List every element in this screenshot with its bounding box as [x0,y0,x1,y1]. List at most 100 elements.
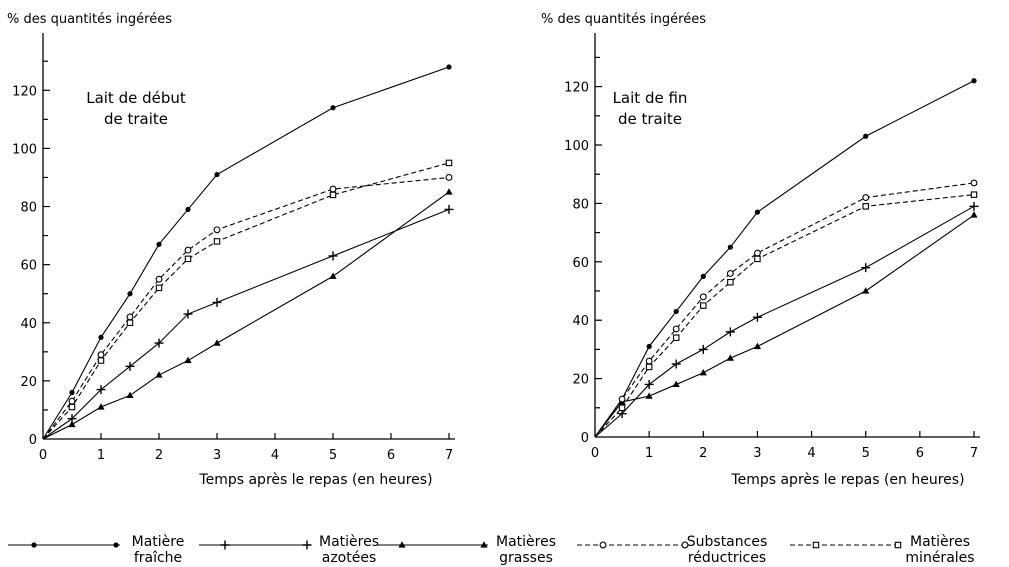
panel-1-series-matieres-minerales-point [97,357,105,364]
panel-1-series-matieres-grasses-point [184,356,192,364]
panel-2-x-tick-label: 2 [699,446,707,461]
panel-1-series-matiere-fraiche-point [330,105,336,111]
legend-item-matieres-grasses-label-line2: grasses [499,550,553,566]
panel-1-y-tick-label: 20 [20,375,37,390]
panel-2-series-matiere-fraiche-point [754,209,761,215]
panel-1-series-substances-reductrices-point [445,174,453,181]
panel-1-series-matieres-minerales [42,159,453,440]
panel-1-series-substances-reductrices-line [42,176,450,440]
panel-1-series-substances-reductrices-point [126,313,134,321]
panel-1-series-matieres-minerales-point [68,403,76,411]
legend-item-matiere-fraiche-label-line2: fraîche [134,550,182,566]
panel-1-x-tick-label: 6 [387,448,395,463]
panel-1-series-matieres-grasses-point [68,420,76,428]
panel-2-series-matiere-fraiche-point [727,244,733,250]
panel-2-series-matieres-grasses-point [753,342,762,350]
panel-1-series-matieres-minerales-point [445,159,453,167]
legend-item-matiere-fraiche-label-line1: Matière [132,534,185,550]
panel-2-series-matieres-minerales-point [970,191,978,198]
legend-item-matieres-minerales-label-line2: minérales [905,550,974,566]
panel-1-series-matieres-grasses-point [445,188,453,195]
panel-2-y-tick-label: 0 [581,431,589,446]
legend-item-matieres-azotees-label-line1: Matières [319,534,379,550]
panel-2-series-matieres-azotees-point [861,263,871,273]
panel-1-x-tick-label: 3 [213,448,221,463]
panel-2-series-matieres-minerales-line [594,194,975,438]
panel-1-series-matieres-grasses-line [42,191,450,440]
panel-1-series-matieres-grasses-point [213,339,221,346]
panel-2-series-substances-reductrices-point [672,325,680,333]
panel-2-series-substances-reductrices-point [618,395,626,403]
panel-2-series-matieres-azotees-point [725,327,735,337]
legend-item-matieres-grasses-marker [398,541,406,548]
panel-2-series-substances-reductrices-point [753,249,761,257]
panel-1-series-matiere-fraiche-point [185,206,191,213]
panel-2-series-matieres-grasses-point [699,368,707,376]
panel-2-series-substances-reductrices-point [699,293,707,301]
panel-2-series-matieres-azotees-point [969,201,979,211]
legend-item-matieres-azotees-label-line2: azotées [322,550,377,566]
panel-2-series-matieres-grasses-point [672,380,680,388]
panel-1-series-matiere-fraiche-point [214,171,220,178]
panel-2-x-tick-label: 7 [970,446,978,461]
panel-1-x-tick-label: 7 [445,448,453,463]
panel-1-title-line2: de traite [104,110,168,128]
panel-2-x-axis-label: Temps après le repas (en heures) [730,472,964,488]
panel-1-series-matiere-fraiche-point [156,241,162,247]
panel-1-series-substances-reductrices-point [68,397,76,405]
panel-2-series-matiere-fraiche-point [863,133,869,139]
panel-1-y-tick-label: 40 [20,317,37,332]
panel-1-series-substances-reductrices-point [329,185,337,193]
panel-1-series-matieres-grasses-point [155,371,163,378]
panel-1-series-matieres-azotees-point [212,297,222,307]
panel-1-series-matieres-minerales-point [184,255,192,263]
panel-1-series-matieres-minerales-line [42,162,450,440]
panel-1-y-axis-label: % des quantités ingérées [7,12,172,27]
panel-2-series-matieres-azotees-line [594,205,975,438]
panel-2-series-matieres-grasses-line [594,214,975,438]
panel-1-series-matieres-minerales-point [155,284,163,292]
panel-2-y-tick-label: 80 [572,197,589,212]
panel-2-series-matiere-fraiche-line [594,80,975,438]
panel-1-series-matiere-fraiche [42,64,452,440]
legend-item-substances-reductrices-marker [681,541,689,549]
panel-2-series-matieres-minerales-point [672,334,680,341]
panel-1: 0 20 40 60 80 100 120 0 1 2 3 4 5 6 7 % des quantités i… [7,12,455,488]
panel-1-y-tick-label: 60 [20,259,37,274]
panel-1-series-matieres-minerales-point [329,191,337,199]
legend-item-substances-reductrices-label-line1: Substances [687,534,768,550]
panel-1-x-axis-label: Temps après le repas (en heures) [198,472,432,488]
legend-item-substances-reductrices-label-line2: réductrices [688,550,766,566]
panel-1-x-tick-label: 4 [271,448,279,463]
panel-1-series-matieres-azotees-line [42,208,450,440]
panel-1-series-matieres-azotees-point [444,204,454,214]
panel-1-series-substances-reductrices-point [155,275,163,283]
panel-2-series-matieres-minerales-point [618,404,626,412]
panel-2-x-tick-label: 4 [807,446,815,461]
panel-1-series-matiere-fraiche-point [446,64,452,70]
panel-2-series-matieres-azotees-point [752,312,762,322]
panel-1-series-matieres-grasses-point [126,391,134,399]
panel-2-title-line1: Lait de fin [613,89,688,107]
panel-2-series-substances-reductrices-point [862,194,870,202]
panel-1-series-matiere-fraiche-point [127,291,133,297]
panel-1-series-matieres-grasses-point [329,272,337,279]
panel-2-series-matieres-grasses-point [645,392,653,399]
legend-item-matieres-grasses-marker [480,541,488,548]
legend-item-matieres-grasses-label-line1: Matières [496,534,556,550]
legend-item-matieres-azotees-marker [220,540,230,550]
panel-2-series-matieres-azotees-point [644,379,654,389]
panel-1-series-matiere-fraiche-point [98,334,104,340]
panel-2-series-matiere-fraiche [594,78,977,438]
panel-1-series-matiere-fraiche-point [69,389,75,396]
panel-2-series-matieres-grasses [594,211,978,438]
panel-1-x-tick-label: 5 [329,448,337,463]
panel-2-y-tick-label: 60 [572,256,589,271]
panel-2-series-substances-reductrices-point [726,270,734,277]
panel-2-series-matieres-azotees-point [698,344,708,354]
panel-1-series-substances-reductrices-point [184,246,192,254]
